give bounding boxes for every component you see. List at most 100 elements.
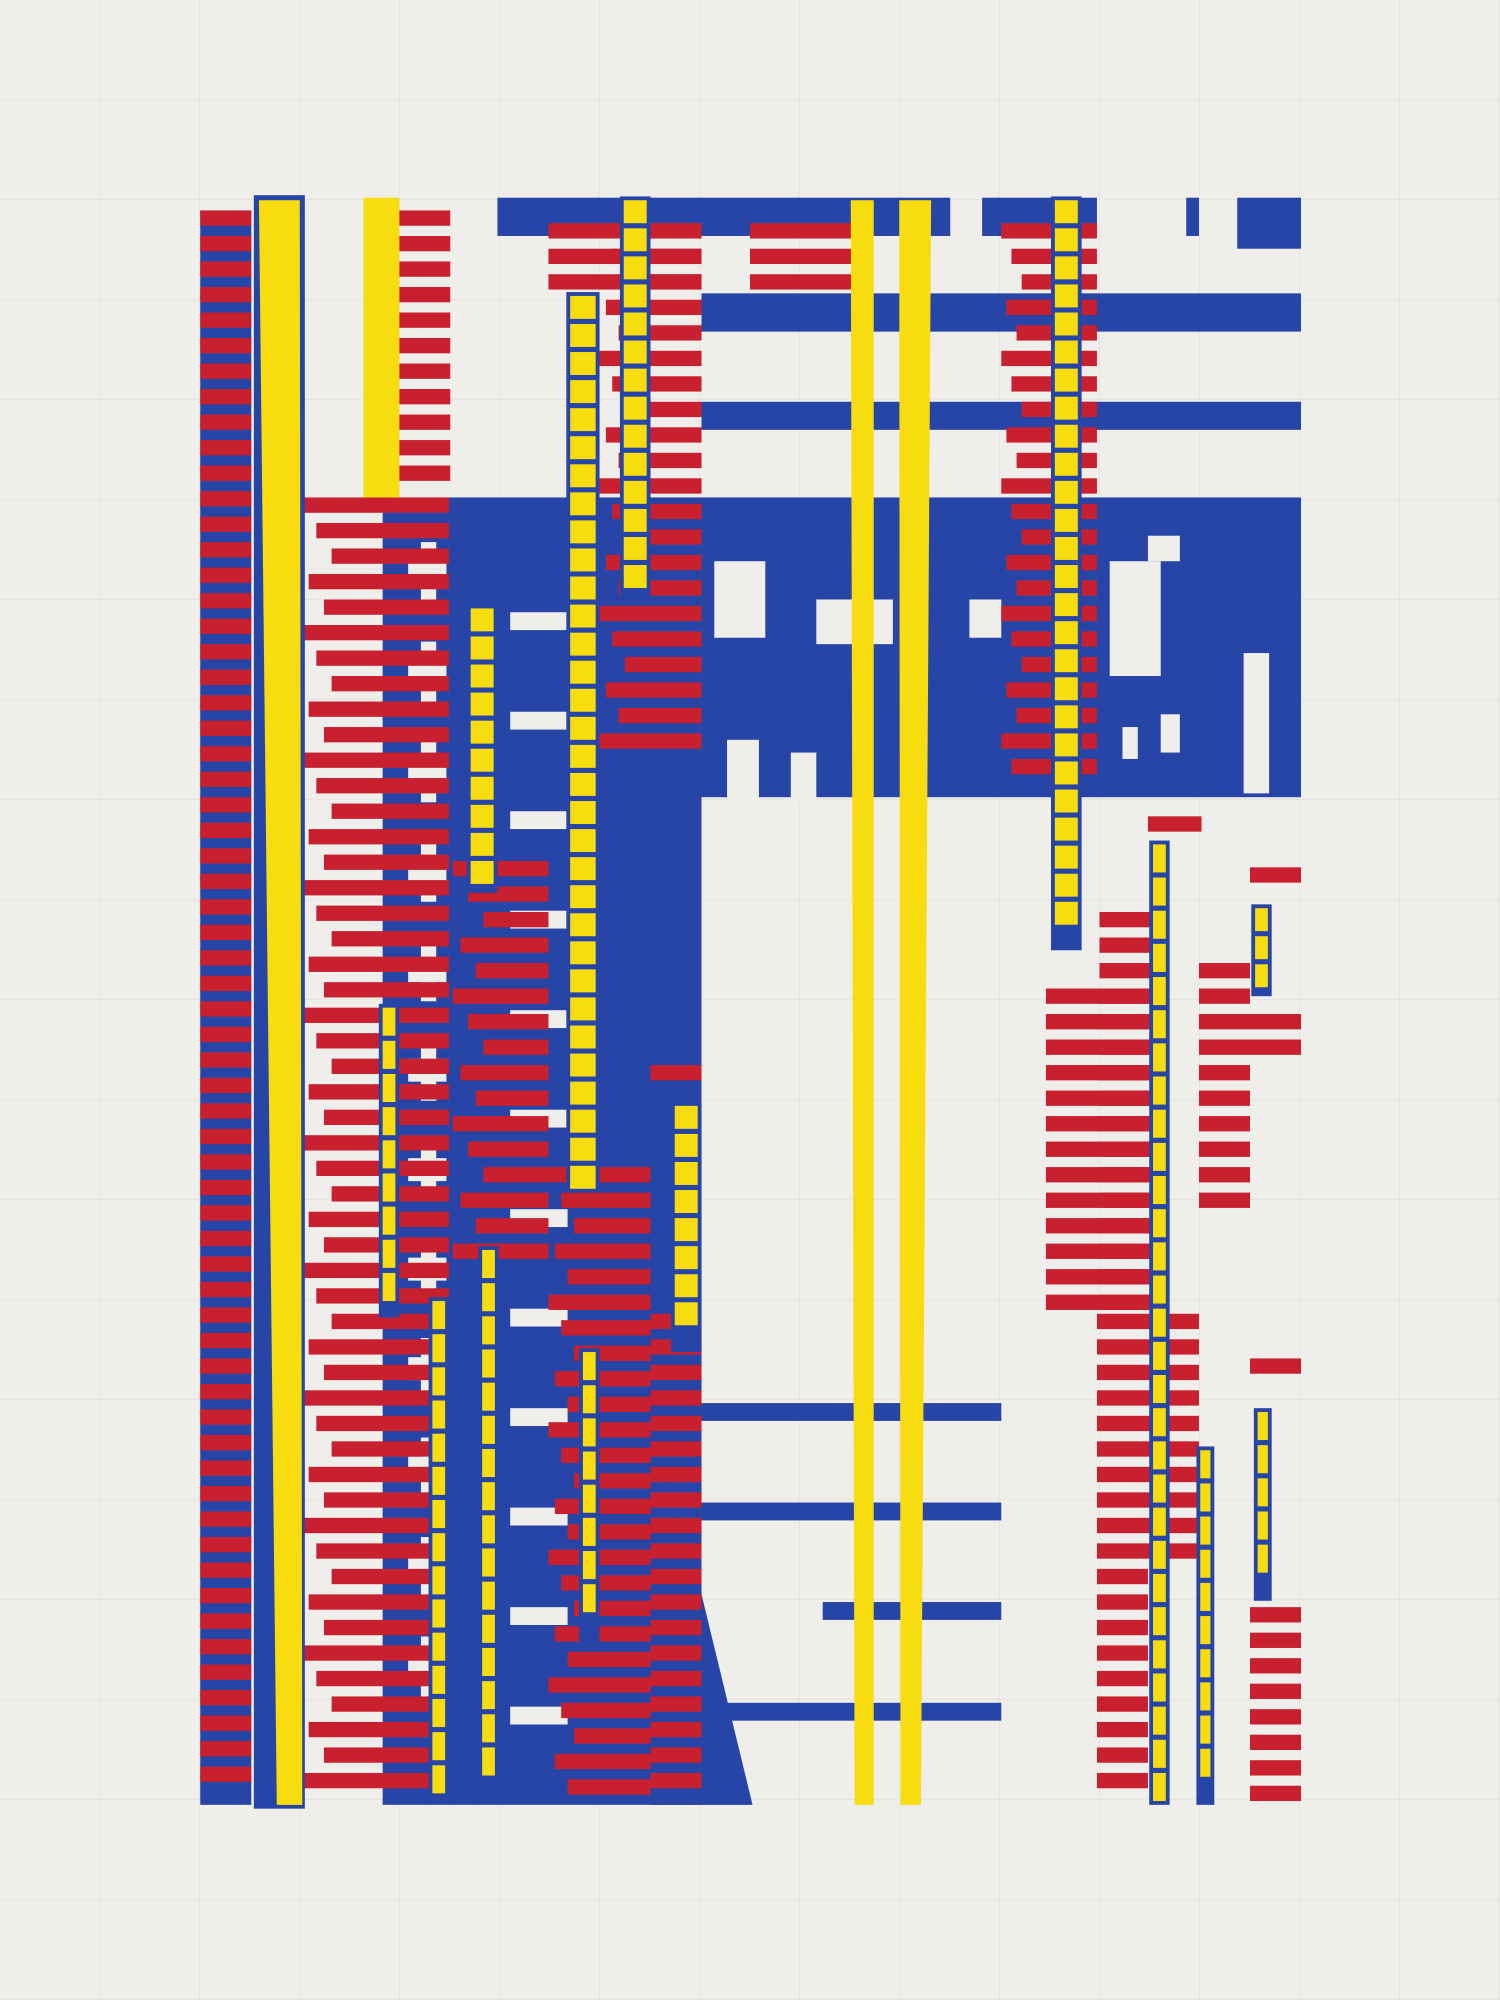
ladder-cell (1054, 312, 1078, 336)
red-stripe (399, 286, 451, 303)
red-stripe (452, 1243, 549, 1259)
red-stripe (1198, 1167, 1250, 1183)
ladder-cell (382, 1007, 396, 1036)
cutout (510, 612, 568, 631)
ladder-cell (1054, 480, 1078, 504)
red-stripe (316, 1543, 449, 1559)
blue-bar (701, 293, 1302, 332)
red-stripe (1250, 1358, 1302, 1374)
yellow-line (899, 200, 932, 1805)
red-stripe (200, 1154, 252, 1170)
red-stripe (1096, 1594, 1148, 1610)
red-stripe (399, 465, 451, 481)
ladder-cell (1200, 1682, 1211, 1711)
ladder-cell (1153, 1673, 1166, 1702)
ladder-cell (570, 464, 596, 488)
ladder-cell (570, 380, 596, 404)
red-stripe (200, 1128, 252, 1145)
cutout (969, 599, 1002, 638)
ladder-cell (674, 1274, 698, 1298)
red-stripe (323, 1747, 449, 1763)
ladder-cell (470, 720, 494, 744)
ladder-cell (570, 1137, 596, 1161)
red-stripe (1096, 1543, 1199, 1559)
red-stripe (200, 950, 252, 966)
ladder-cell (482, 1415, 495, 1444)
red-stripe (1096, 1517, 1199, 1534)
red-stripe (301, 497, 449, 513)
ladder-cell (1054, 593, 1078, 617)
red-stripe (200, 414, 252, 430)
ladder-cell (570, 1025, 596, 1049)
ladder-cell (1200, 1582, 1211, 1611)
red-stripe (308, 701, 449, 717)
ladder-cell (570, 772, 596, 796)
red-stripe (301, 880, 449, 896)
cutout (510, 811, 568, 830)
ladder-cell (1257, 1544, 1268, 1573)
red-stripe (1099, 911, 1151, 928)
red-stripe (1099, 963, 1151, 979)
ladder-cell (570, 520, 596, 544)
ladder-cell (1153, 1474, 1166, 1503)
ladder-cell (623, 536, 647, 560)
ladder-cell (1200, 1649, 1211, 1678)
red-stripe (1096, 1772, 1148, 1789)
red-stripe (1250, 1607, 1302, 1623)
ladder-cell (1054, 565, 1078, 589)
ladder-cell (1153, 877, 1166, 906)
ladder-cell (1153, 1408, 1166, 1437)
red-stripe (1045, 1039, 1148, 1055)
red-stripe (200, 1485, 252, 1502)
ladder-cell (470, 748, 494, 772)
red-stripe (200, 1766, 252, 1782)
red-stripe (1096, 1696, 1148, 1712)
red-stripe (650, 1441, 702, 1457)
blue-line (701, 1702, 1002, 1721)
ladder-cell (382, 1206, 396, 1235)
ladder-cell (470, 608, 494, 632)
blue-bar (701, 401, 1302, 430)
ladder-cell (482, 1614, 495, 1643)
red-stripe (750, 223, 853, 239)
red-stripe (200, 1332, 252, 1349)
red-stripe (1250, 1014, 1302, 1030)
ladder-cell (1153, 910, 1166, 939)
ladder-cell (1200, 1715, 1211, 1744)
red-stripe (200, 542, 252, 558)
ladder-cell (1054, 424, 1078, 448)
blue-bar (1186, 197, 1199, 236)
ladder-cell (1153, 1209, 1166, 1238)
red-stripe (475, 963, 549, 979)
red-stripe (1198, 1192, 1250, 1208)
red-stripe (200, 1741, 252, 1757)
red-stripe (308, 1594, 449, 1610)
ladder-cell (482, 1250, 495, 1279)
red-stripe (1001, 733, 1097, 749)
ladder-cell (1153, 977, 1166, 1006)
cutout (510, 1706, 568, 1725)
ladder-cell (1153, 1308, 1166, 1337)
red-stripe (308, 1721, 449, 1738)
red-stripe (331, 548, 449, 564)
ladder-cell (1054, 649, 1078, 673)
red-stripe (200, 975, 252, 992)
ladder-cell (582, 1484, 596, 1513)
red-stripe (452, 1116, 549, 1132)
ladder-cell (1153, 1441, 1166, 1470)
ladder-cell (432, 1301, 446, 1330)
ladder-cell (432, 1433, 446, 1462)
ladder-cell (1153, 1341, 1166, 1370)
ladder-cell (582, 1517, 596, 1546)
ladder-cell (1200, 1549, 1211, 1578)
red-stripe (483, 1039, 549, 1055)
ladder-cell (382, 1140, 396, 1169)
ladder-cell (482, 1714, 495, 1743)
red-stripe (200, 797, 252, 813)
ladder-cell (432, 1566, 446, 1595)
red-stripe (331, 1441, 449, 1457)
red-stripe (599, 478, 702, 494)
red-stripe (399, 363, 451, 379)
ladder-cell (1153, 1375, 1166, 1404)
red-stripe (331, 803, 449, 819)
